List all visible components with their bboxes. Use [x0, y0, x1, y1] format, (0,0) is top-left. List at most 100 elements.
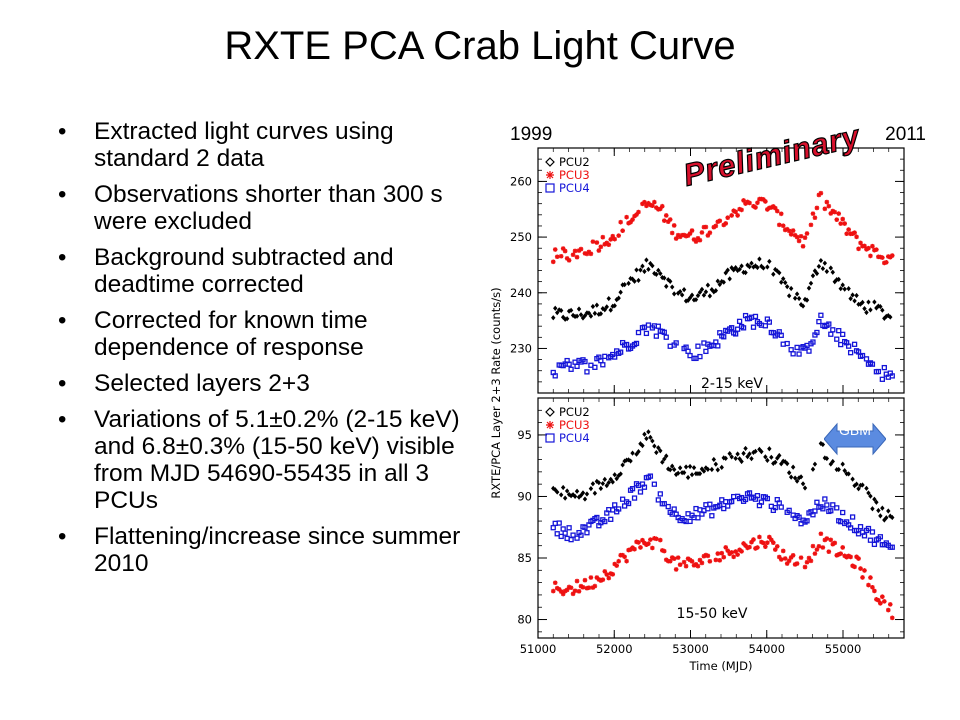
- data-point: [600, 234, 606, 240]
- data-point: [650, 263, 655, 269]
- data-point: [675, 232, 681, 238]
- y-tick-label: 90: [517, 489, 532, 503]
- data-point: [606, 575, 612, 581]
- data-point: [869, 529, 876, 535]
- data-point: [551, 485, 556, 491]
- data-point: [740, 325, 747, 331]
- data-point: [636, 277, 641, 284]
- data-point: [796, 514, 802, 520]
- data-point: [693, 239, 699, 244]
- data-point: [774, 208, 780, 214]
- data-point: [862, 568, 867, 573]
- data-point: [628, 275, 633, 282]
- data-point: [860, 482, 865, 488]
- data-point: [836, 211, 842, 216]
- data-point: [636, 540, 641, 545]
- data-point: [588, 486, 594, 492]
- series-pcu4: [550, 312, 895, 382]
- data-point: [608, 237, 614, 242]
- data-point: [830, 327, 836, 333]
- data-point: [647, 473, 654, 479]
- bullet-item: Background subtracted and deadtime corre…: [58, 244, 478, 298]
- data-point: [665, 503, 671, 510]
- data-point: [850, 231, 855, 236]
- data-point: [654, 536, 659, 542]
- data-point: [767, 446, 772, 452]
- data-point: [729, 550, 734, 555]
- data-point: [727, 450, 732, 457]
- data-point: [642, 199, 647, 205]
- data-point: [675, 555, 681, 560]
- data-point: [707, 501, 713, 507]
- data-point: [703, 224, 709, 230]
- data-point: [808, 222, 814, 228]
- data-point: [652, 443, 657, 449]
- data-point: [596, 480, 602, 486]
- legend-marker: [546, 421, 554, 429]
- data-point: [590, 303, 596, 310]
- data-point: [885, 607, 891, 613]
- data-point: [661, 218, 667, 223]
- data-point: [725, 215, 731, 221]
- data-point: [820, 265, 826, 272]
- data-point: [889, 253, 895, 258]
- data-point: [840, 545, 845, 550]
- data-point: [673, 567, 679, 572]
- data-point: [685, 297, 691, 304]
- data-point: [618, 219, 623, 225]
- data-point: [836, 466, 841, 473]
- data-point: [804, 231, 810, 236]
- data-point: [881, 364, 887, 371]
- data-point: [564, 488, 570, 494]
- data-point: [677, 562, 683, 567]
- data-point: [767, 534, 772, 540]
- data-point: [818, 190, 824, 196]
- data-point: [852, 298, 857, 304]
- data-point: [586, 249, 592, 255]
- data-point: [814, 329, 820, 336]
- y-tick-label: 260: [510, 174, 532, 188]
- data-point: [600, 577, 606, 582]
- data-point: [715, 278, 720, 284]
- data-point: [652, 199, 657, 205]
- data-point: [828, 211, 834, 216]
- data-point: [638, 545, 643, 550]
- data-point: [670, 463, 675, 469]
- data-point: [890, 514, 895, 521]
- data-point: [705, 506, 711, 512]
- data-point: [598, 358, 604, 364]
- data-point: [659, 203, 665, 209]
- data-point: [822, 496, 828, 502]
- data-point: [830, 269, 835, 275]
- legend-marker: [546, 171, 554, 179]
- data-point: [878, 601, 883, 606]
- data-point: [687, 463, 693, 470]
- data-point: [746, 490, 753, 496]
- data-point: [562, 495, 568, 501]
- data-point: [772, 547, 778, 552]
- data-point: [715, 343, 721, 349]
- data-point: [866, 245, 871, 251]
- legend-marker: [545, 407, 555, 417]
- data-point: [687, 518, 693, 525]
- data-point: [860, 575, 865, 580]
- data-point: [845, 343, 852, 349]
- data-point: [588, 251, 594, 257]
- data-point: [852, 564, 857, 570]
- data-point: [656, 445, 661, 451]
- x-tick-label: 53000: [672, 642, 709, 656]
- data-point: [713, 223, 719, 229]
- series-pcu2: [551, 256, 893, 322]
- data-point: [753, 205, 758, 210]
- data-point: [764, 495, 771, 502]
- data-point: [614, 297, 619, 303]
- data-point: [788, 555, 794, 560]
- data-point: [560, 591, 566, 597]
- data-point: [741, 198, 746, 203]
- data-point: [739, 458, 744, 465]
- data-point: [691, 563, 697, 568]
- data-point: [786, 507, 792, 514]
- data-point: [790, 464, 796, 470]
- gbm-badge: GBM: [824, 422, 886, 456]
- series-pcu4: [550, 473, 895, 550]
